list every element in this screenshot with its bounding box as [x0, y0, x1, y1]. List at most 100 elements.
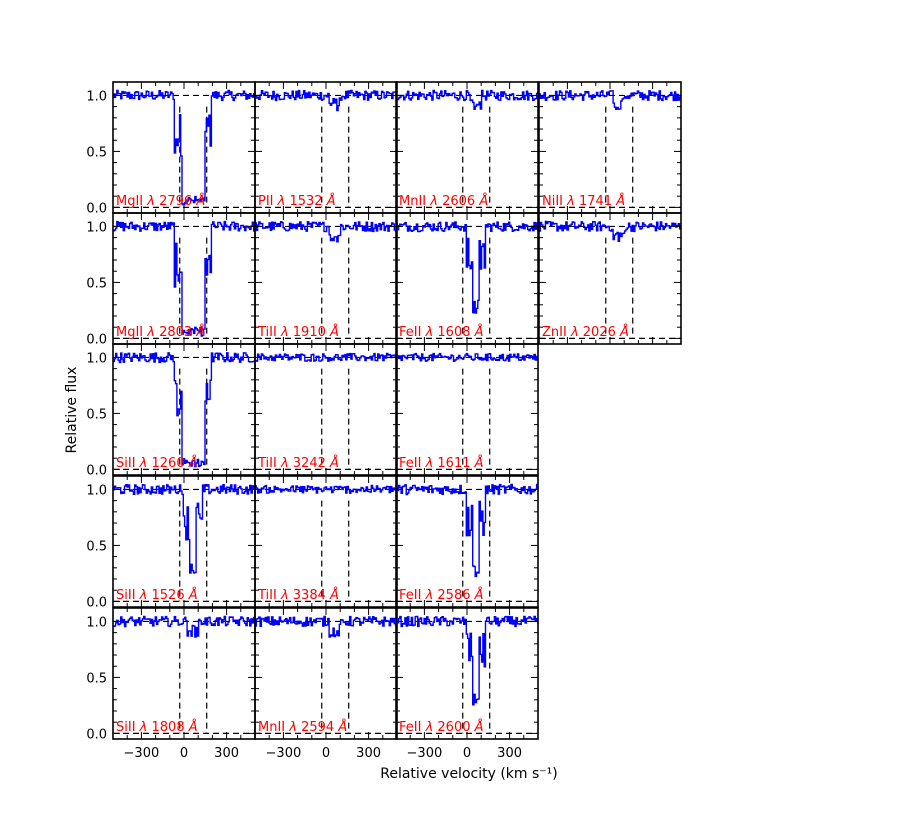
y-tick-label: 0.5: [86, 276, 107, 291]
panel-label-ion: SiII: [116, 588, 140, 603]
panel-label-ion: NiII: [542, 194, 567, 209]
spectrum-panel: FeII λ 2586 Å: [395, 475, 539, 608]
panel-label-wavelength: 2600: [433, 720, 474, 735]
panel-label-unit: Å: [474, 324, 484, 340]
y-tick-label: 0.5: [86, 671, 107, 686]
x-tick-label: 300: [356, 746, 381, 761]
x-tick-label: 0: [180, 746, 188, 761]
panel-label-lambda: λ: [280, 588, 289, 603]
spectrum-line: [539, 90, 681, 110]
panel-label-lambda: λ: [566, 194, 575, 209]
spectrum-panel: FeII λ 1611 Å: [395, 343, 539, 476]
panel-label: FeII λ 1608 Å: [399, 324, 484, 340]
spectrum-panel: FeII λ 1608 Å: [395, 212, 539, 345]
spectrum-panel: TiII λ 1910 Å: [254, 212, 398, 345]
panel-label-ion: ZnII: [542, 325, 571, 340]
panel-label-lambda: λ: [139, 456, 148, 471]
y-tick-label: 1.0: [86, 220, 107, 235]
panel-label-wavelength: 1532: [285, 194, 326, 209]
panel-label-wavelength: 1741: [575, 194, 616, 209]
x-axis-title: Relative velocity (km s⁻¹): [380, 766, 558, 782]
spectrum-panel: ZnII λ 2026 Å: [538, 212, 682, 345]
panel-grid: MgII λ 2796 Å 0.0 0.5 1.0 PII λ 1532 Å MnII λ…: [86, 81, 682, 761]
panel-label-wavelength: 1608: [433, 325, 474, 340]
panel-label-lambda: λ: [146, 194, 155, 209]
panel-label-ion: SiII: [116, 720, 140, 735]
panel-label-wavelength: 1526: [147, 588, 188, 603]
y-axis-title: Relative flux: [64, 367, 80, 454]
panel-label-unit: Å: [478, 193, 488, 209]
panel-label-unit: Å: [195, 324, 205, 340]
panel-label-wavelength: 2606: [438, 194, 479, 209]
y-tick-label: 0.0: [86, 463, 107, 478]
panel-label: MgII λ 2803 Å: [116, 324, 205, 340]
y-tick-label: 0.0: [86, 727, 107, 742]
panel-label-lambda: λ: [146, 325, 155, 340]
panel-label-ion: TiII: [257, 325, 281, 340]
panel-label-unit: Å: [188, 587, 198, 603]
panel-label-unit: Å: [195, 193, 205, 209]
spectrum-panel: SiII λ 1808 Å 0.0 0.5 1.0 −300 0 300: [86, 607, 256, 761]
panel-label-lambda: λ: [288, 720, 297, 735]
spectrum-line: [539, 220, 681, 242]
panel-label-ion: FeII: [399, 456, 426, 471]
spectrum-panel: PII λ 1532 Å: [254, 81, 398, 214]
panel-label: FeII λ 2600 Å: [399, 719, 484, 735]
spectrum-line: [396, 483, 538, 578]
panel-label-unit: Å: [615, 193, 625, 209]
panel-label: MnII λ 2594 Å: [258, 719, 347, 735]
panel-label-lambda: λ: [425, 588, 434, 603]
panel-label-wavelength: 1910: [289, 325, 330, 340]
spectrum-line: [113, 352, 255, 468]
panel-label-ion: TiII: [257, 588, 281, 603]
panel-label-lambda: λ: [570, 325, 579, 340]
panel-label-wavelength: 1611: [433, 456, 474, 471]
panel-label-ion: SiII: [116, 456, 140, 471]
x-tick-label: −300: [407, 746, 443, 761]
y-tick-label: 0.0: [86, 595, 107, 610]
spectrum-line: [396, 89, 538, 110]
panel-label-wavelength: 2796: [155, 194, 196, 209]
panel-label-unit: Å: [329, 455, 339, 471]
y-tick-label: 0.0: [86, 332, 107, 347]
panel-label: FeII λ 2586 Å: [399, 587, 484, 603]
panel-label-unit: Å: [329, 324, 339, 340]
spectrum-panel: FeII λ 2600 Å −300 0 300: [395, 607, 539, 761]
panel-label-lambda: λ: [277, 194, 286, 209]
x-tick-label: 300: [214, 746, 239, 761]
y-tick-label: 0.0: [86, 201, 107, 216]
panel-label-unit: Å: [326, 193, 336, 209]
panel-label: SiII λ 1260 Å: [116, 455, 198, 471]
spectrum-panel: TiII λ 3242 Å: [254, 343, 398, 476]
panel-label: SiII λ 1526 Å: [116, 587, 198, 603]
spectrum-panel: MnII λ 2606 Å: [395, 81, 539, 214]
y-tick-label: 0.5: [86, 145, 107, 160]
panel-label-wavelength: 1808: [147, 720, 188, 735]
x-tick-label: −300: [124, 746, 160, 761]
panel-label-ion: MgII: [116, 194, 147, 209]
panel-label-wavelength: 2026: [579, 325, 620, 340]
panel-label: PII λ 1532 Å: [258, 193, 336, 209]
spectrum-line: [255, 352, 397, 362]
panel-label-unit: Å: [474, 719, 484, 735]
spectrum-line: [113, 220, 255, 337]
spectrum-line: [396, 352, 538, 362]
y-tick-label: 1.0: [86, 483, 107, 498]
panel-label-wavelength: 3242: [289, 456, 330, 471]
spectrum-panel: MnII λ 2594 Å −300 0 300: [254, 607, 398, 761]
panel-label-ion: FeII: [399, 325, 426, 340]
panel-label: NiII λ 1741 Å: [542, 193, 625, 209]
panel-label: ZnII λ 2026 Å: [542, 324, 629, 340]
y-tick-label: 1.0: [86, 89, 107, 104]
panel-label-ion: MnII: [258, 720, 289, 735]
spectrum-line: [255, 89, 397, 112]
panel-label-unit: Å: [188, 719, 198, 735]
panel-label: MgII λ 2796 Å: [116, 193, 205, 209]
panel-label-ion: FeII: [399, 588, 426, 603]
panel-label-ion: MgII: [116, 325, 147, 340]
panel-label-unit: Å: [474, 587, 484, 603]
panel-label-lambda: λ: [280, 325, 289, 340]
x-tick-label: 0: [463, 746, 471, 761]
y-tick-label: 1.0: [86, 351, 107, 366]
spectrum-line: [113, 484, 255, 574]
